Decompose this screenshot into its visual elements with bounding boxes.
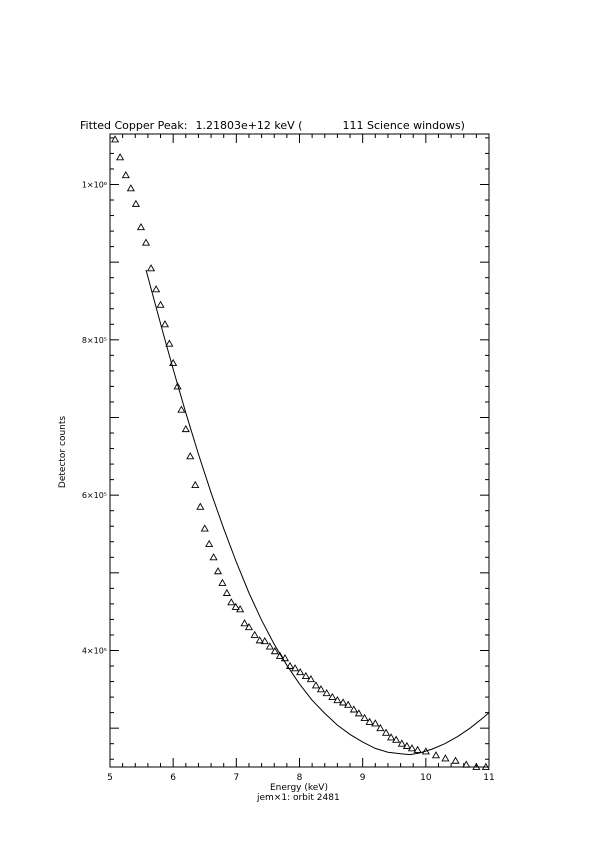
data-point [349, 705, 358, 713]
data-point [231, 602, 240, 610]
data-points [110, 135, 490, 770]
data-point [200, 524, 209, 532]
x-tick-label: 5 [107, 773, 113, 783]
data-point [218, 578, 227, 586]
x-tick-label: 6 [170, 773, 176, 783]
data-point [110, 135, 120, 143]
data-point [156, 300, 165, 308]
data-point [160, 320, 170, 328]
data-point [360, 713, 369, 721]
title-suffix: 111 Science windows) [342, 119, 465, 132]
data-point [333, 695, 342, 704]
data-point [209, 553, 218, 561]
data-point [387, 733, 396, 741]
data-point [316, 685, 326, 693]
data-point [451, 756, 460, 764]
data-point [181, 424, 190, 433]
data-point [236, 605, 245, 613]
data-point [244, 622, 254, 631]
data-point [296, 668, 305, 676]
x-tick-label: 10 [420, 773, 432, 783]
data-point [285, 661, 295, 669]
data-point [116, 153, 125, 161]
data-point [141, 238, 151, 246]
x-axis-label: Energy (keV) [270, 783, 328, 793]
data-point [376, 723, 385, 732]
data-point [213, 567, 223, 575]
data-point [402, 741, 411, 749]
x-tick-label: 9 [360, 773, 366, 783]
title-prefix: Fitted Copper Peak: [80, 119, 188, 132]
data-point [381, 728, 391, 736]
data-point [339, 698, 348, 706]
fit-curve-line [145, 269, 490, 756]
data-point [328, 692, 337, 701]
fit-curve [145, 269, 490, 756]
data-point [146, 264, 156, 272]
data-point [177, 405, 186, 413]
data-point [260, 636, 269, 645]
x-tick-label: 7 [233, 773, 239, 783]
y-tick-label: 6×10⁵ [82, 491, 107, 500]
plot-frame [109, 133, 490, 768]
data-point [397, 739, 406, 747]
data-point [196, 502, 205, 510]
axis-ticks [109, 134, 490, 767]
data-point [152, 285, 161, 293]
data-point [265, 642, 274, 650]
data-point [306, 675, 315, 683]
plot-axes [109, 133, 490, 768]
data-point [186, 452, 195, 460]
data-point [131, 199, 140, 207]
data-point [250, 630, 259, 638]
plot-caption: jem×1: orbit 2481 [257, 793, 340, 803]
data-point [270, 647, 279, 655]
tick-labels: 5 6 7 8 9 10 11 4×10⁵ 6×10⁵ 8×10⁵ 1×10⁶ [82, 180, 495, 783]
data-point [121, 170, 130, 179]
data-point [354, 709, 363, 717]
title-value: 1.21803e+12 keV ( [195, 119, 303, 132]
data-point [301, 671, 310, 680]
data-point [191, 480, 200, 488]
data-point [240, 619, 249, 627]
data-point [431, 751, 441, 759]
x-tick-label: 8 [297, 773, 303, 783]
data-point [205, 539, 214, 548]
data-point [407, 744, 417, 752]
data-point [371, 719, 380, 727]
data-point [311, 681, 320, 689]
data-point [462, 760, 471, 768]
data-point [126, 184, 135, 192]
y-axis-label: Detector counts [58, 415, 68, 489]
data-point [255, 636, 264, 644]
data-point [280, 654, 290, 662]
data-point [481, 762, 490, 770]
data-point [227, 598, 236, 606]
data-point [291, 664, 300, 672]
data-point [392, 735, 401, 743]
data-point [344, 700, 353, 708]
data-point [441, 754, 450, 762]
data-point [365, 717, 374, 725]
x-tick-label: 11 [483, 773, 494, 783]
data-point [165, 339, 174, 347]
y-tick-label: 8×10⁵ [82, 336, 107, 345]
data-point [413, 745, 422, 753]
data-point [173, 382, 182, 390]
y-tick-label: 4×10⁵ [82, 646, 107, 655]
data-point [472, 762, 481, 770]
y-tick-label: 1×10⁶ [82, 180, 107, 189]
data-point [322, 689, 331, 697]
chart-title: Fitted Copper Peak: 1.21803e+12 keV ( 111 … [80, 119, 465, 132]
data-point [222, 588, 231, 596]
data-point [136, 222, 146, 231]
